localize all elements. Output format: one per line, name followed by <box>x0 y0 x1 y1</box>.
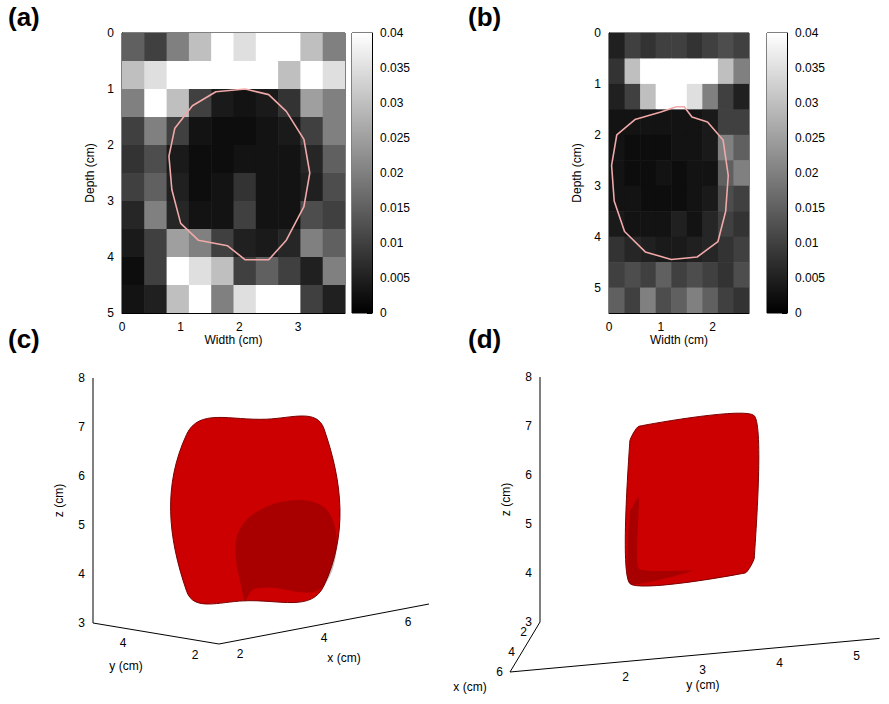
svg-text:z (cm): z (cm) <box>499 483 513 516</box>
svg-text:1: 1 <box>107 82 114 96</box>
svg-text:8: 8 <box>78 371 85 385</box>
svg-text:7: 7 <box>525 419 532 433</box>
svg-text:0.04: 0.04 <box>380 26 404 40</box>
svg-text:8: 8 <box>525 370 532 384</box>
svg-text:z (cm): z (cm) <box>52 484 66 517</box>
svg-text:0.015: 0.015 <box>380 201 410 215</box>
svg-text:0.02: 0.02 <box>795 166 819 180</box>
svg-text:0: 0 <box>594 26 601 40</box>
svg-text:7: 7 <box>78 420 85 434</box>
svg-text:0.005: 0.005 <box>380 271 410 285</box>
svg-text:5: 5 <box>525 517 532 531</box>
svg-text:2: 2 <box>594 128 601 142</box>
svg-text:1: 1 <box>594 77 601 91</box>
svg-text:4: 4 <box>107 250 114 264</box>
svg-text:0: 0 <box>119 320 126 334</box>
svg-text:5: 5 <box>594 281 601 295</box>
svg-text:6: 6 <box>405 615 412 629</box>
svg-text:4: 4 <box>525 566 532 580</box>
svg-text:0.03: 0.03 <box>380 96 404 110</box>
svg-text:4: 4 <box>321 631 328 645</box>
svg-text:0.01: 0.01 <box>380 236 404 250</box>
svg-text:0.035: 0.035 <box>380 61 410 75</box>
svg-text:Depth (cm): Depth (cm) <box>570 143 584 202</box>
svg-text:Width (cm): Width (cm) <box>650 333 708 347</box>
svg-text:3: 3 <box>699 663 706 677</box>
svg-text:3: 3 <box>525 615 532 629</box>
svg-text:5: 5 <box>107 306 114 320</box>
svg-text:0.025: 0.025 <box>795 131 825 145</box>
svg-text:0: 0 <box>380 306 387 320</box>
svg-text:3: 3 <box>78 616 85 630</box>
svg-text:4: 4 <box>594 230 601 244</box>
svg-text:0.035: 0.035 <box>795 61 825 75</box>
svg-text:x (cm): x (cm) <box>453 680 486 694</box>
svg-text:0: 0 <box>107 26 114 40</box>
svg-text:4: 4 <box>120 636 127 650</box>
svg-text:0: 0 <box>795 306 802 320</box>
svg-text:3: 3 <box>295 320 302 334</box>
svg-text:6: 6 <box>496 665 503 679</box>
svg-text:0.04: 0.04 <box>795 26 819 40</box>
svg-text:6: 6 <box>78 469 85 483</box>
svg-text:2: 2 <box>520 625 527 639</box>
svg-text:2: 2 <box>236 320 243 334</box>
svg-text:2: 2 <box>107 138 114 152</box>
svg-text:0.01: 0.01 <box>795 236 819 250</box>
svg-text:0.005: 0.005 <box>795 271 825 285</box>
svg-text:(b): (b) <box>468 2 501 32</box>
svg-text:6: 6 <box>525 468 532 482</box>
svg-text:Depth (cm): Depth (cm) <box>83 143 97 202</box>
svg-text:0.03: 0.03 <box>795 96 819 110</box>
svg-text:2: 2 <box>192 648 199 662</box>
svg-text:3: 3 <box>594 179 601 193</box>
svg-text:3: 3 <box>107 194 114 208</box>
svg-text:2: 2 <box>622 670 629 684</box>
svg-text:2: 2 <box>237 647 244 661</box>
svg-text:2: 2 <box>709 320 716 334</box>
svg-text:5: 5 <box>853 649 860 663</box>
svg-text:y (cm): y (cm) <box>686 678 719 692</box>
svg-text:4: 4 <box>78 567 85 581</box>
svg-text:x (cm): x (cm) <box>327 651 360 665</box>
svg-text:4: 4 <box>776 656 783 670</box>
svg-text:0.015: 0.015 <box>795 201 825 215</box>
svg-text:0.025: 0.025 <box>380 131 410 145</box>
svg-text:(d): (d) <box>468 324 501 354</box>
svg-text:(a): (a) <box>8 2 40 32</box>
svg-text:1: 1 <box>658 320 665 334</box>
svg-text:1: 1 <box>177 320 184 334</box>
svg-text:0.02: 0.02 <box>380 166 404 180</box>
svg-text:(c): (c) <box>8 324 40 354</box>
svg-text:Width (cm): Width (cm) <box>205 333 263 347</box>
svg-text:0: 0 <box>606 320 613 334</box>
svg-text:4: 4 <box>508 645 515 659</box>
svg-text:5: 5 <box>78 518 85 532</box>
svg-text:y (cm): y (cm) <box>109 659 142 673</box>
